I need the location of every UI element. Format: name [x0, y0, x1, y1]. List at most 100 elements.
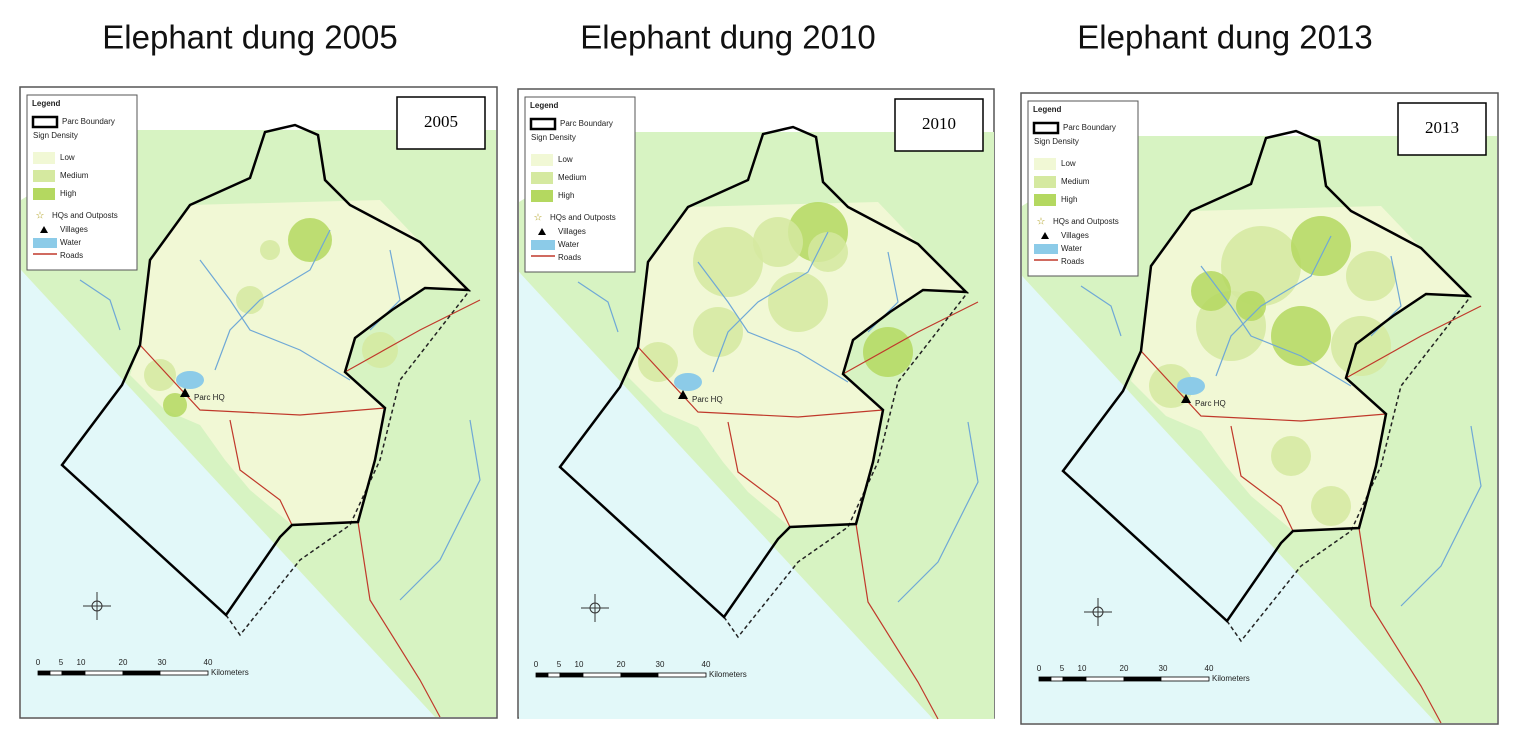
legend-label: Roads	[60, 251, 83, 260]
scale-segment	[620, 672, 659, 678]
river	[1200, 265, 1352, 387]
place-label: Parc HQ	[692, 395, 723, 404]
legend-swatch	[1032, 121, 1060, 135]
river	[1080, 285, 1122, 337]
scale-label: 5	[557, 660, 562, 669]
density-blob	[1271, 436, 1311, 476]
legend-swatch	[531, 190, 553, 202]
scale-label: 20	[1120, 664, 1129, 673]
river	[1215, 235, 1332, 377]
legend-label: Low	[60, 153, 75, 162]
density-blob	[1346, 251, 1396, 301]
lake	[1177, 377, 1205, 395]
legend-symbol: ☆	[1037, 217, 1046, 228]
park-boundary	[60, 123, 472, 617]
density-blob	[808, 232, 848, 272]
density-blob	[768, 272, 828, 332]
panel-title: Elephant dung 2013	[1077, 19, 1372, 56]
place-label: Parc HQ	[1195, 399, 1226, 408]
density-blob	[1191, 271, 1231, 311]
density-blob	[753, 217, 803, 267]
scale-segment	[84, 670, 124, 676]
scale-label: 30	[158, 658, 167, 667]
year-box	[894, 98, 984, 152]
compass	[83, 592, 111, 620]
scale-label: 10	[575, 660, 584, 669]
year-label: 2010	[922, 114, 956, 133]
scale-label: 10	[77, 658, 86, 667]
legend-title: Legend	[32, 99, 61, 108]
legend-swatch	[33, 170, 55, 182]
year-box	[1397, 102, 1487, 156]
river	[214, 229, 331, 371]
legend-label: Parc Boundary	[1063, 123, 1116, 132]
dashed-boundary	[225, 289, 471, 637]
density-blob	[693, 227, 763, 297]
river	[897, 421, 979, 603]
road	[842, 301, 979, 375]
dashed-boundary	[1226, 295, 1472, 643]
scale-label: 10	[1078, 664, 1087, 673]
scale-label: 0	[534, 660, 539, 669]
park-boundary	[558, 125, 970, 619]
density-blob	[236, 286, 264, 314]
scale-label: 20	[119, 658, 128, 667]
density-blob	[288, 218, 332, 262]
legend-label: Medium	[1061, 177, 1090, 186]
density-blob	[1291, 216, 1351, 276]
legend-swatch	[33, 188, 55, 200]
legend-label: High	[60, 189, 76, 198]
river	[577, 281, 619, 333]
legend-label: Low	[558, 155, 573, 164]
scale-label: 30	[1159, 664, 1168, 673]
legend-symbol: ☆	[534, 213, 543, 224]
density-blob	[144, 359, 176, 391]
legend-label: Villages	[60, 225, 88, 234]
scale-segment	[1050, 676, 1064, 682]
road	[855, 523, 939, 720]
dashed-boundary	[723, 291, 969, 639]
river	[1400, 425, 1482, 607]
river	[79, 279, 121, 331]
legend-swatch	[33, 152, 55, 164]
scale-label: 0	[1037, 664, 1042, 673]
legend-label: Low	[1061, 159, 1076, 168]
panel-title: Elephant dung 2005	[102, 19, 397, 56]
density-blob	[163, 393, 187, 417]
legend-swatch	[529, 117, 557, 131]
scale-segment	[1062, 676, 1087, 682]
road	[637, 346, 884, 418]
density-blob	[1221, 226, 1301, 306]
legend-swatch	[1034, 244, 1058, 254]
legend-title: Legend	[1033, 105, 1062, 114]
scale-label: 5	[1060, 664, 1065, 673]
legend-label: Water	[558, 240, 579, 249]
road	[1345, 305, 1482, 379]
place-label: Parc HQ	[194, 393, 225, 402]
legend-label: Villages	[1061, 231, 1089, 240]
density-blob	[260, 240, 280, 260]
scale-segment	[122, 670, 161, 676]
scale-segment	[61, 670, 86, 676]
density-blob	[863, 327, 913, 377]
scale-segment	[547, 672, 561, 678]
village	[1181, 394, 1191, 403]
legend-label: Medium	[558, 173, 587, 182]
density-blob	[1311, 486, 1351, 526]
legend-symbol	[40, 226, 48, 233]
legend-label: High	[558, 191, 574, 200]
scale-segment	[535, 672, 549, 678]
lake	[674, 373, 702, 391]
legend-label: Water	[1061, 244, 1082, 253]
scale-unit: Kilometers	[211, 668, 249, 677]
legend-swatch	[531, 172, 553, 184]
scale-label: 30	[656, 660, 665, 669]
road	[357, 521, 441, 718]
year-label: 2013	[1425, 118, 1459, 137]
scale-segment	[49, 670, 63, 676]
scale-label: 40	[1205, 664, 1214, 673]
road	[727, 421, 791, 528]
